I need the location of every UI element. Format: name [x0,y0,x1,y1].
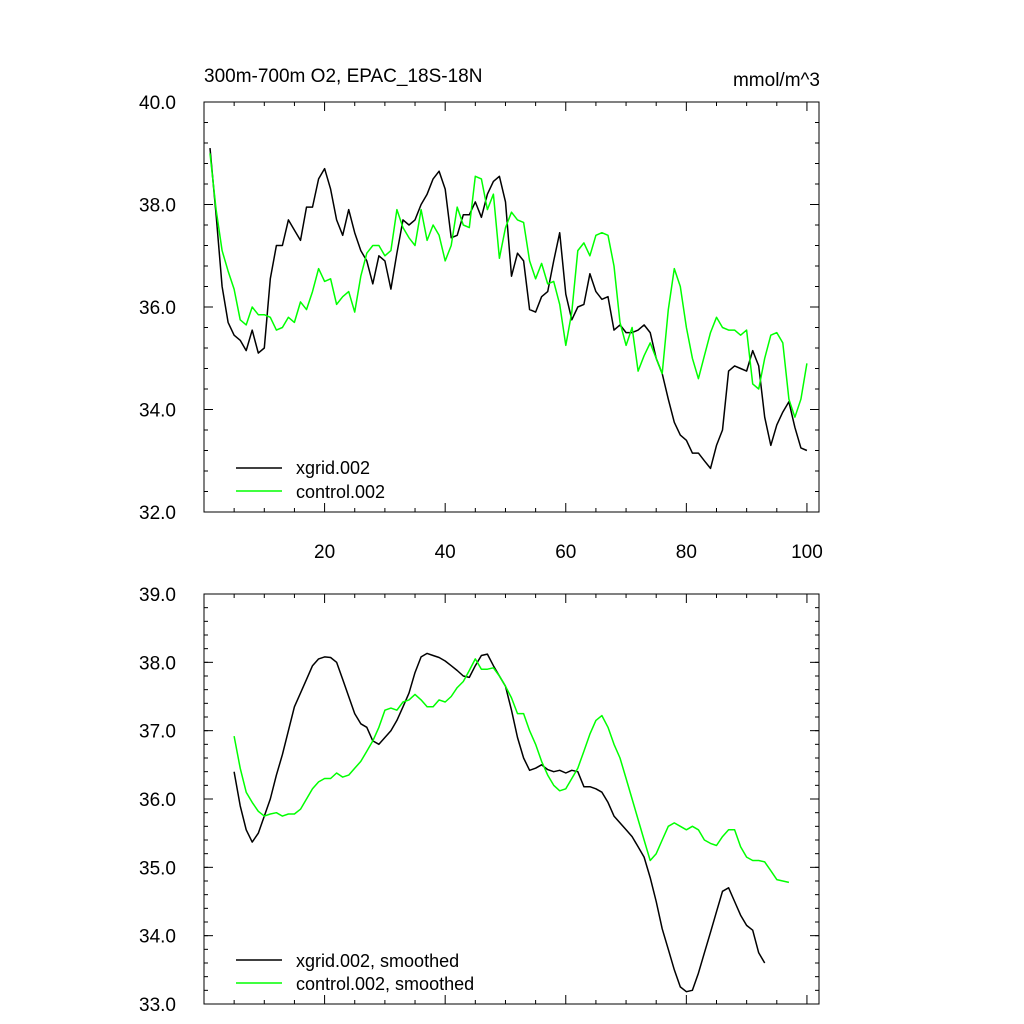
top-legend: xgrid.002 control.002 [236,458,385,502]
bottom-series-line-xgrid [233,652,766,993]
bottom-series-group [233,652,790,993]
chart-title: 300m-700m O2, EPAC_18S-18N [204,66,482,87]
bottom-ytick-label: 34.0 [139,927,176,948]
bottom-ytick-label: 35.0 [139,858,176,879]
units-label: mmol/m^3 [733,70,820,91]
bottom-legend: xgrid.002, smoothed control.002, smoothe… [236,951,474,994]
top-ytick-label: 34.0 [139,401,176,422]
bottom-axis-ticks [204,593,819,1005]
bottom-ytick-label: 37.0 [139,722,176,743]
bottom-ytick-label: 38.0 [139,653,176,674]
top-xtick-label: 20 [314,542,335,563]
top-ytick-label: 38.0 [139,196,176,217]
bottom-series-line-control [233,658,790,884]
legend-label-control-smoothed: control.002, smoothed [296,974,474,994]
top-xtick-label: 80 [676,542,697,563]
top-tick-labels: 32.0 34.0 36.0 38.0 40.0 20 40 60 80 100 [139,93,823,563]
top-xtick-label: 100 [791,542,823,563]
bottom-ytick-label: 33.0 [139,995,176,1016]
top-series-line-control [209,153,808,418]
bottom-plot-frame [203,593,820,1005]
top-plot-frame [203,101,820,513]
top-xtick-label: 40 [435,542,456,563]
bottom-ytick-label: 36.0 [139,790,176,811]
legend-label-xgrid-smoothed: xgrid.002, smoothed [296,951,459,971]
legend-label-xgrid: xgrid.002 [296,458,370,478]
top-series-group [209,148,808,470]
top-ytick-label: 36.0 [139,298,176,319]
legend-label-control: control.002 [296,482,385,502]
top-axis-ticks [204,101,819,513]
bottom-ytick-label: 39.0 [139,585,176,606]
bottom-panel: 33.0 34.0 35.0 36.0 37.0 38.0 39.0 xgrid.002, … [139,585,820,1016]
top-xtick-label: 60 [555,542,576,563]
top-ytick-label: 40.0 [139,93,176,114]
top-ytick-label: 32.0 [139,503,176,524]
top-panel: 300m-700m O2, EPAC_18S-18N mmol/m^3 32.0… [139,66,823,563]
top-series-line-xgrid [209,148,808,470]
bottom-tick-labels: 33.0 34.0 35.0 36.0 37.0 38.0 39.0 [139,585,176,1016]
